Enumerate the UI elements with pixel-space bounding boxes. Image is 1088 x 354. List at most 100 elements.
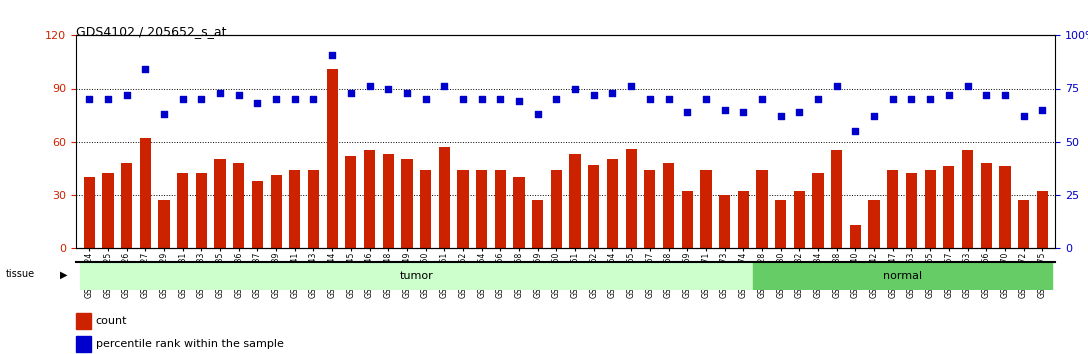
Bar — [569, 154, 581, 248]
Point — [809, 96, 827, 102]
Bar — [681, 191, 693, 248]
Point — [734, 109, 752, 115]
Point — [118, 92, 135, 98]
Text: count: count — [96, 316, 127, 326]
Bar — [850, 225, 861, 248]
Text: tissue: tissue — [5, 269, 35, 279]
Point — [1034, 107, 1051, 113]
Bar — [271, 175, 282, 248]
Text: ▶: ▶ — [60, 269, 67, 279]
Bar — [102, 173, 113, 248]
Point — [885, 96, 902, 102]
Bar — [753, 262, 1052, 290]
Bar — [868, 200, 880, 248]
Text: GDS4102 / 205652_s_at: GDS4102 / 205652_s_at — [76, 25, 226, 38]
Bar — [308, 170, 319, 248]
Bar — [76, 336, 91, 352]
Point — [417, 96, 434, 102]
Point — [977, 92, 994, 98]
Point — [398, 90, 416, 96]
Bar — [980, 163, 992, 248]
Bar — [457, 170, 469, 248]
Point — [772, 113, 790, 119]
Point — [940, 92, 957, 98]
Bar — [719, 195, 730, 248]
Point — [156, 111, 173, 117]
Point — [211, 90, 228, 96]
Point — [81, 96, 98, 102]
Point — [567, 86, 584, 91]
Point — [342, 90, 359, 96]
Point — [249, 101, 267, 106]
Bar — [514, 177, 524, 248]
Point — [997, 92, 1014, 98]
Bar — [289, 170, 300, 248]
Point — [846, 128, 864, 134]
Bar — [756, 170, 767, 248]
Bar — [159, 200, 170, 248]
Bar — [438, 147, 450, 248]
Point — [99, 96, 116, 102]
Point — [791, 109, 808, 115]
Point — [473, 96, 491, 102]
Bar — [831, 150, 842, 248]
Point — [716, 107, 733, 113]
Bar — [121, 163, 133, 248]
Bar — [701, 170, 712, 248]
Point — [641, 96, 658, 102]
Point — [828, 84, 845, 89]
Bar — [962, 150, 973, 248]
Bar — [532, 200, 543, 248]
Point — [959, 84, 976, 89]
Text: percentile rank within the sample: percentile rank within the sample — [96, 339, 284, 349]
Bar — [1018, 200, 1029, 248]
Point — [361, 84, 379, 89]
Bar — [794, 191, 805, 248]
Point — [455, 96, 472, 102]
Point — [510, 98, 528, 104]
Bar — [589, 165, 599, 248]
Point — [268, 96, 285, 102]
Bar — [251, 181, 263, 248]
Point — [604, 90, 621, 96]
Point — [286, 96, 304, 102]
Point — [679, 109, 696, 115]
Point — [435, 84, 453, 89]
Point — [922, 96, 939, 102]
Bar — [906, 173, 917, 248]
Bar — [813, 173, 824, 248]
Point — [230, 92, 247, 98]
Point — [622, 84, 640, 89]
Bar — [196, 173, 207, 248]
Point — [137, 67, 154, 72]
Bar — [925, 170, 936, 248]
Bar — [233, 163, 245, 248]
Point — [492, 96, 509, 102]
Point — [323, 52, 341, 57]
Bar — [477, 170, 487, 248]
Bar — [607, 159, 618, 248]
Bar — [663, 163, 675, 248]
Bar — [644, 170, 655, 248]
Bar — [76, 313, 91, 329]
Text: tumor: tumor — [399, 271, 433, 281]
Bar — [326, 69, 337, 248]
Point — [547, 96, 565, 102]
Point — [903, 96, 920, 102]
Bar — [943, 166, 954, 248]
Point — [659, 96, 677, 102]
Point — [1015, 113, 1033, 119]
Point — [529, 111, 546, 117]
Point — [753, 96, 770, 102]
Point — [305, 96, 322, 102]
Bar — [999, 166, 1011, 248]
Bar — [420, 170, 431, 248]
Point — [697, 96, 715, 102]
Point — [585, 92, 603, 98]
Bar — [1037, 191, 1048, 248]
Bar — [79, 262, 753, 290]
Point — [380, 86, 397, 91]
Bar — [551, 170, 562, 248]
Point — [193, 96, 210, 102]
Text: normal: normal — [882, 271, 922, 281]
